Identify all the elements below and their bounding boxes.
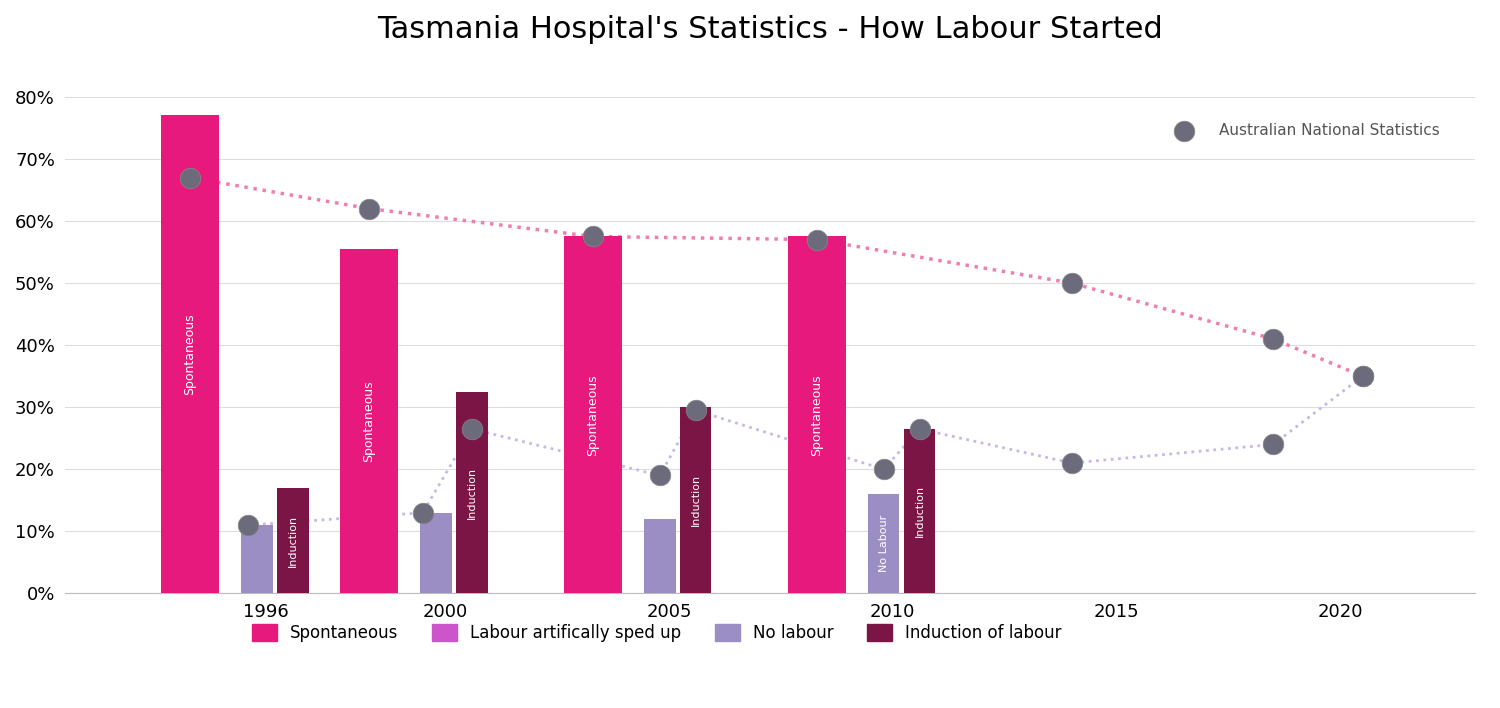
Point xyxy=(1059,278,1083,289)
Point xyxy=(1262,333,1286,345)
Point xyxy=(1350,370,1374,382)
Bar xyxy=(868,494,900,593)
Bar xyxy=(420,513,452,593)
Point xyxy=(411,507,435,518)
Point xyxy=(580,231,604,242)
Legend: Spontaneous, Labour artifically sped up, No labour, Induction of labour: Spontaneous, Labour artifically sped up,… xyxy=(244,617,1068,649)
Bar xyxy=(340,249,398,593)
Bar xyxy=(160,115,219,593)
Point xyxy=(871,464,895,475)
Point xyxy=(804,234,828,245)
Point xyxy=(648,470,672,481)
Point xyxy=(1262,439,1286,450)
Bar xyxy=(456,392,488,593)
Bar xyxy=(680,407,711,593)
Text: Spontaneous: Spontaneous xyxy=(810,374,824,456)
Point xyxy=(1059,457,1083,469)
Point xyxy=(357,203,381,215)
Bar xyxy=(564,236,622,593)
Point xyxy=(1172,125,1196,137)
Text: Induction: Induction xyxy=(690,474,700,526)
Text: No Labour: No Labour xyxy=(879,515,888,572)
Bar xyxy=(788,236,846,593)
Text: Spontaneous: Spontaneous xyxy=(363,380,375,462)
Point xyxy=(1350,370,1374,382)
Bar xyxy=(645,519,675,593)
Point xyxy=(178,172,203,183)
Point xyxy=(908,423,932,435)
Point xyxy=(460,423,484,435)
Text: Induction: Induction xyxy=(466,467,477,519)
Text: Induction: Induction xyxy=(288,515,298,566)
Bar xyxy=(904,429,934,593)
Text: Induction: Induction xyxy=(915,485,924,537)
Title: Tasmania Hospital's Statistics - How Labour Started: Tasmania Hospital's Statistics - How Lab… xyxy=(376,15,1162,44)
Point xyxy=(236,520,260,531)
Point xyxy=(684,405,708,416)
Bar xyxy=(242,525,273,593)
Text: Australian National Statistics: Australian National Statistics xyxy=(1220,123,1440,139)
Text: Spontaneous: Spontaneous xyxy=(183,314,196,395)
Text: Spontaneous: Spontaneous xyxy=(586,374,600,456)
Bar xyxy=(278,488,309,593)
